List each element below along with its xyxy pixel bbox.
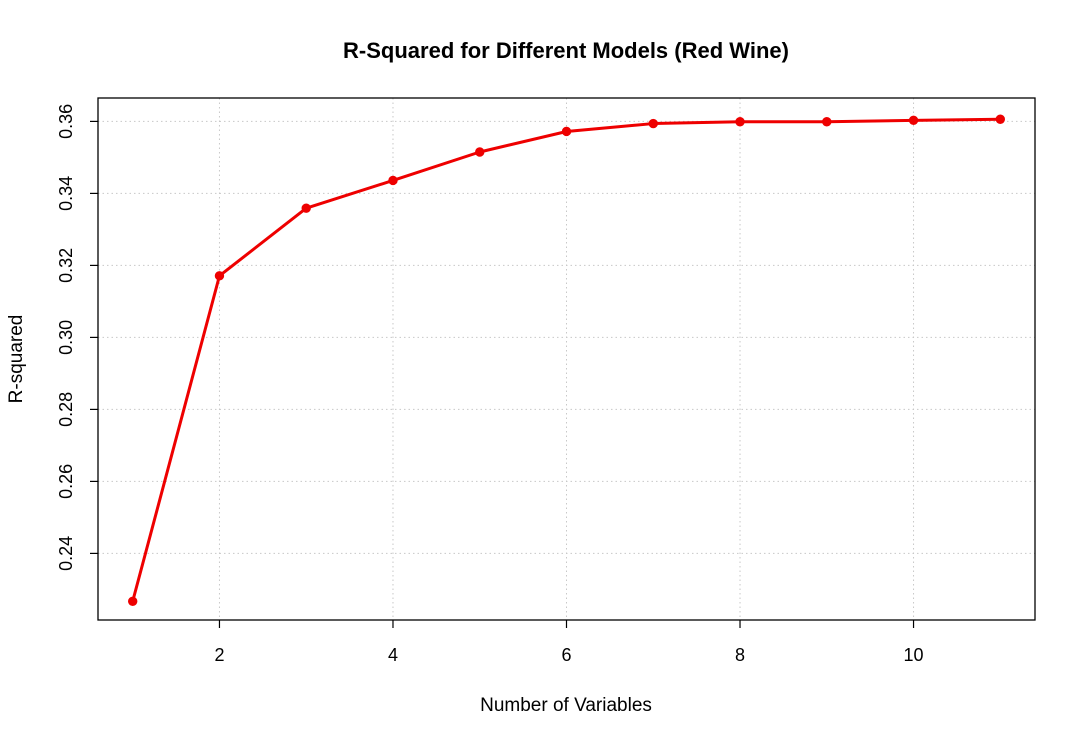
chart-title: R-Squared for Different Models (Red Wine…	[343, 38, 789, 63]
data-point	[648, 118, 658, 129]
x-tick-label: 10	[904, 645, 924, 665]
y-tick-label: 0.30	[56, 320, 76, 355]
data-point	[735, 117, 745, 127]
data-point	[214, 271, 225, 281]
y-tick-label: 0.24	[56, 536, 76, 571]
grid-layer	[98, 98, 1035, 620]
x-tick-label: 2	[214, 645, 224, 665]
y-tick-label: 0.34	[56, 176, 76, 211]
series-layer	[128, 114, 1005, 606]
x-tick-label: 6	[561, 645, 571, 665]
y-tick-label: 0.26	[56, 464, 76, 499]
x-axis-label: Number of Variables	[480, 695, 652, 716]
data-point	[301, 203, 311, 213]
y-tick-label: 0.28	[56, 392, 76, 427]
data-point	[561, 126, 572, 137]
y-tick-label: 0.36	[56, 104, 76, 139]
x-tick-label: 8	[735, 645, 745, 665]
x-axis: 2 4 6 8 10	[214, 620, 924, 665]
data-point	[475, 147, 485, 157]
y-tick-label: 0.32	[56, 248, 76, 283]
data-point	[822, 117, 832, 127]
x-tick-label: 4	[388, 645, 398, 665]
data-point	[908, 115, 919, 126]
y-axis-label: R-squared	[6, 315, 27, 404]
data-point	[388, 175, 398, 186]
data-point	[995, 114, 1005, 124]
y-axis: 0.24 0.26 0.28 0.30 0.32 0.34 0.36	[56, 104, 98, 571]
data-point	[128, 596, 138, 606]
